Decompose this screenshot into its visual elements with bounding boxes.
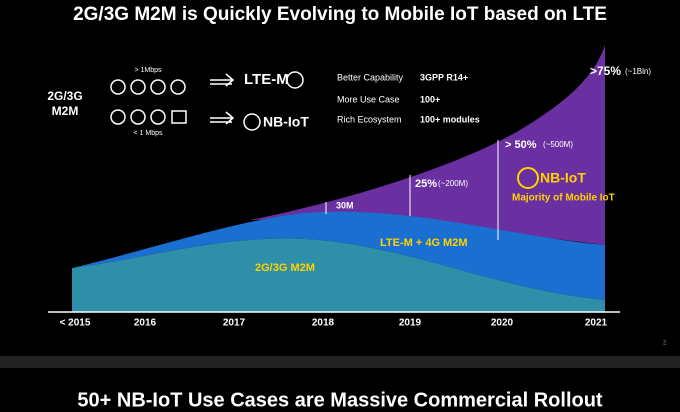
feature-value: 3GPP R14+ (420, 72, 468, 82)
left-label: M2M (52, 104, 79, 118)
year: < 2015 (60, 318, 91, 329)
feature: Better Capability (337, 72, 404, 82)
speed: > 1Mbps (134, 67, 162, 74)
area-label: 2G/3G M2M (255, 262, 315, 274)
annotation: > 50% (505, 139, 537, 151)
year: 2020 (491, 318, 514, 329)
annotation: (~1Bln) (625, 67, 651, 76)
feature-value: 100+ modules (420, 114, 480, 124)
blue-area (72, 211, 605, 300)
year: 2021 (585, 318, 608, 329)
teal-area (72, 238, 605, 312)
annotation: (~500M) (543, 140, 573, 149)
annotation: 30M (336, 200, 354, 210)
year: 2018 (312, 318, 335, 329)
annotation: 25% (415, 178, 437, 190)
icons (110, 71, 304, 131)
area-label: LTE-M + 4G M2M (380, 237, 468, 249)
purple-area (250, 45, 605, 245)
arrows (325, 140, 499, 240)
tech: LTE-M (244, 71, 289, 88)
tech: NB-IoT (263, 114, 309, 130)
logo: NB-IoT (540, 170, 586, 186)
annotation: Majority of Mobile IoT (512, 193, 615, 204)
next-title: 50+ NB-IoT Use Cases are Massive Commerc… (77, 389, 603, 411)
title: 2G/3G M2M is Quickly Evolving to Mobile … (73, 4, 607, 25)
feature: More Use Case (337, 94, 400, 104)
year: 2016 (134, 318, 157, 329)
years: < 2015 2016 2017 2018 2019 2020 2021 (60, 318, 608, 329)
speed: < 1 Mbps (134, 130, 163, 137)
year: 2019 (399, 318, 422, 329)
page-number: 2 (663, 341, 667, 347)
logo-icon (517, 167, 539, 189)
gap (0, 356, 680, 368)
feature-value: 100+ (420, 94, 440, 104)
annotation: (~200M) (438, 179, 468, 188)
left-label: 2G/3G (47, 89, 82, 103)
annotation: >75% (590, 64, 621, 78)
feature: Rich Ecosystem (337, 114, 402, 124)
year: 2017 (223, 318, 246, 329)
